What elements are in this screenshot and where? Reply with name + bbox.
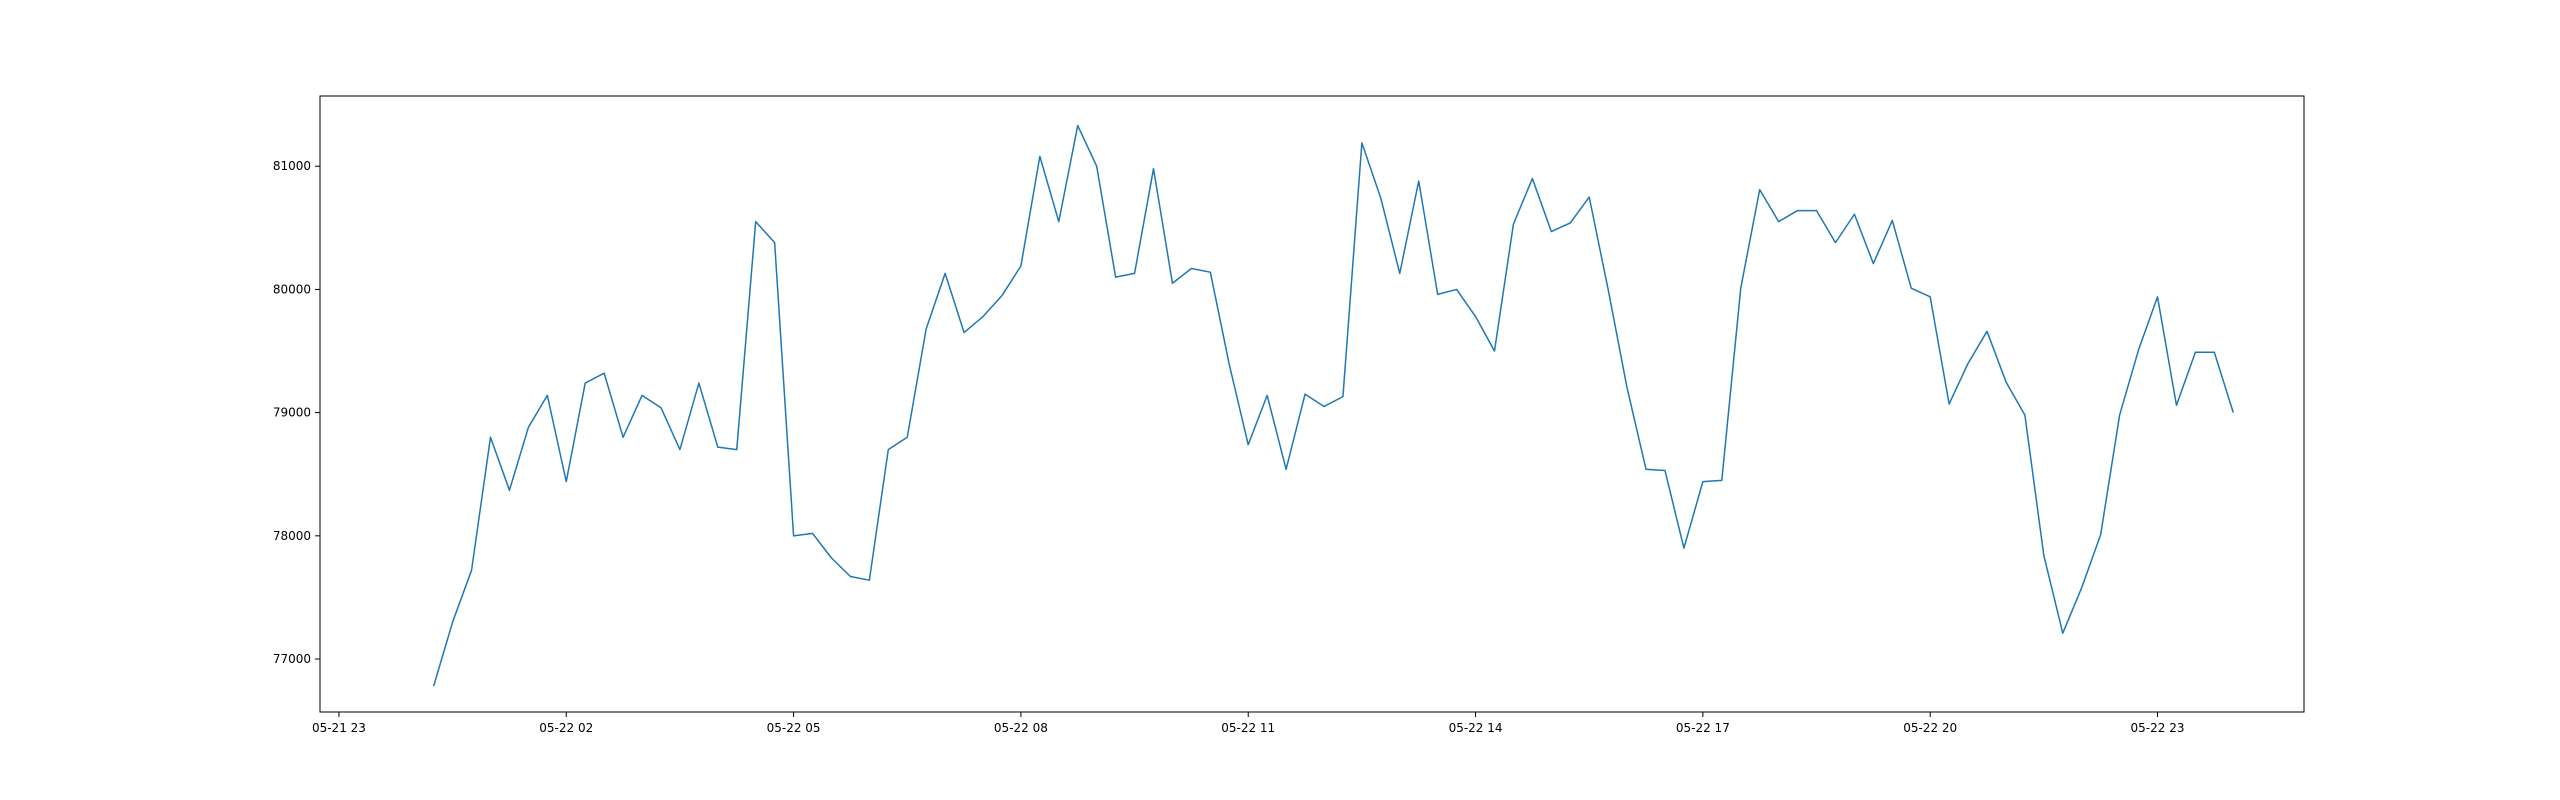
series-layer bbox=[432, 124, 2234, 687]
x-tick-label: 05-22 17 bbox=[1676, 721, 1730, 735]
y-tick-label: 78000 bbox=[273, 529, 311, 543]
x-tick-label: 05-22 23 bbox=[2131, 721, 2185, 735]
x-tick-label: 05-21 23 bbox=[312, 721, 366, 735]
x-tick-label: 05-22 05 bbox=[767, 721, 821, 735]
y-tick-label: 79000 bbox=[273, 406, 311, 420]
plot-frame bbox=[319, 95, 2305, 713]
y-tick-label: 81000 bbox=[273, 159, 311, 173]
y-axis: 77000 78000 79000 80000 81000 bbox=[273, 159, 320, 666]
x-axis: 05-21 23 05-22 02 05-22 05 05-22 08 05-22 11… bbox=[312, 712, 2185, 735]
series-line bbox=[432, 124, 2234, 687]
x-tick-label: 05-22 14 bbox=[1449, 721, 1503, 735]
y-tick-label: 80000 bbox=[273, 282, 311, 296]
x-tick-label: 05-22 02 bbox=[539, 721, 593, 735]
x-tick-label: 05-22 08 bbox=[994, 721, 1048, 735]
y-tick-label: 77000 bbox=[273, 652, 311, 666]
x-tick-label: 05-22 11 bbox=[1221, 721, 1275, 735]
x-tick-label: 05-22 20 bbox=[1903, 721, 1957, 735]
